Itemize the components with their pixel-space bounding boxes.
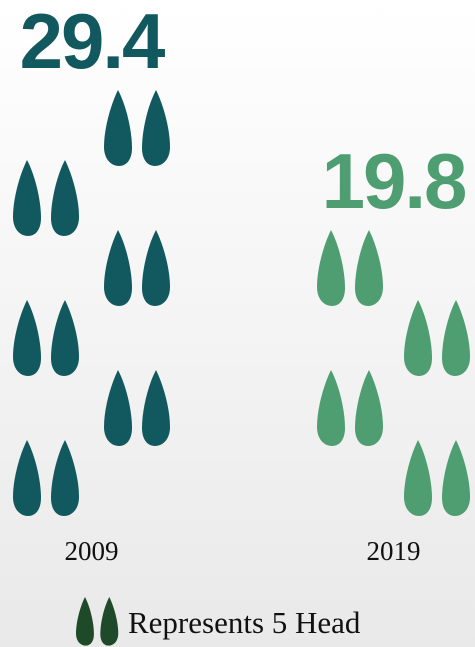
hoof-icon [317,230,383,306]
hoof-toe [100,597,119,646]
hoof-icon [104,90,170,166]
hoof-icon [404,440,470,516]
hoof-toe [317,370,345,446]
hoof-toe [13,300,41,376]
legend-text: Represents 5 Head [128,605,361,640]
legend: Represents 5 Head [76,597,361,646]
hoof-icon [13,300,79,376]
value-label: 29.4 [20,0,165,85]
hoof-toe [442,440,470,516]
hoof-toe [404,300,432,376]
hoof-toe [142,90,170,166]
hoof-toe [142,230,170,306]
hoof-toe [355,370,383,446]
hoof-toe [317,230,345,306]
category-label: 2009 [65,536,119,566]
hoof-toe [104,230,132,306]
value-label: 19.8 [322,137,466,225]
legend-icon [76,597,119,646]
hoof-toe [51,300,79,376]
hoof-toe [76,597,94,646]
hoof-toe [51,440,79,516]
hoof-toe [13,440,41,516]
hoof-icon [104,370,170,446]
hoof-icon [104,230,170,306]
hoof-toe [355,230,383,306]
hoof-icon [404,300,470,376]
hoof-toe [442,300,470,376]
hoof-icon [13,440,79,516]
category-label: 2019 [367,536,421,566]
hoof-toe [13,160,41,236]
hoof-toe [51,160,79,236]
hoof-toe [104,90,132,166]
hoof-icon [13,160,79,236]
hoof-toe [104,370,132,446]
hoof-toe [404,440,432,516]
hoof-icon [317,370,383,446]
hoof-toe [142,370,170,446]
